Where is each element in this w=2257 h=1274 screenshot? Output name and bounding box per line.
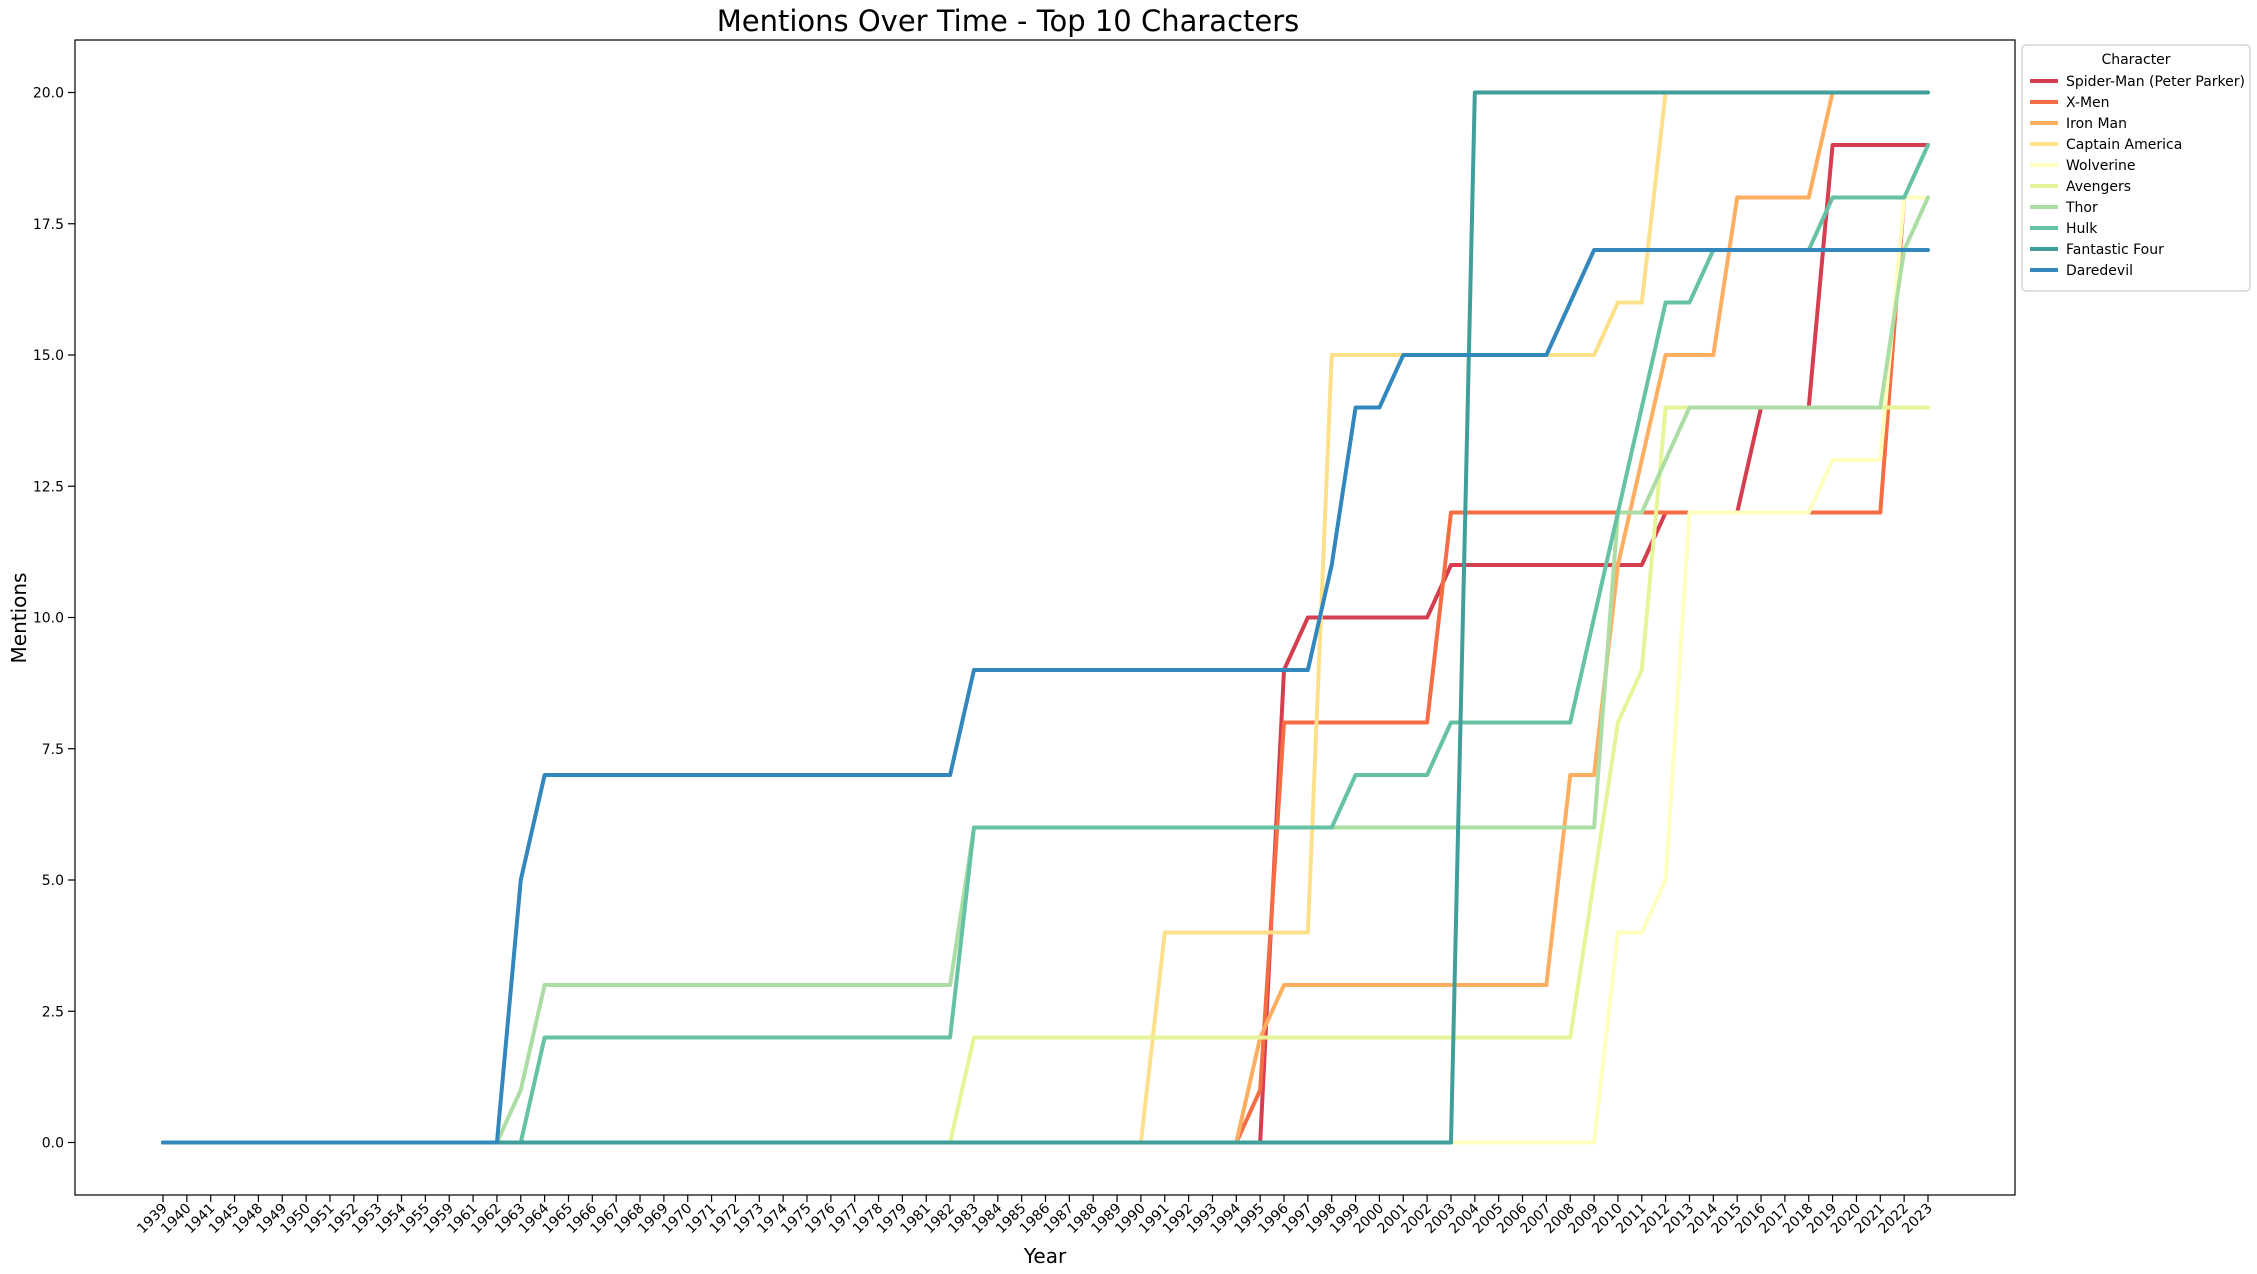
y-tick-label: 12.5 <box>33 479 64 495</box>
legend: Character Spider-Man (Peter Parker) X-Men I… <box>2021 44 2251 292</box>
legend-label: Captain America <box>2066 137 2182 153</box>
y-tick-label: 0.0 <box>42 1136 64 1152</box>
legend-label: Thor <box>2065 200 2098 216</box>
legend-label: Spider-Man (Peter Parker) <box>2066 74 2245 90</box>
series-lines <box>161 90 1930 1145</box>
plot-area-frame <box>74 39 2016 1196</box>
series-line-7 <box>161 143 1930 1145</box>
y-tick-label: 20.0 <box>33 86 64 102</box>
y-tick-label: 10.0 <box>33 611 64 627</box>
legend-label: Wolverine <box>2066 158 2136 174</box>
y-tick-label: 7.5 <box>42 742 64 758</box>
y-tick-label: 15.0 <box>33 348 64 364</box>
legend-label: X-Men <box>2066 95 2110 111</box>
y-tick-label: 5.0 <box>42 873 64 889</box>
y-tick-label: 17.5 <box>33 217 64 233</box>
legend-title: Character <box>2101 52 2170 68</box>
legend-label: Daredevil <box>2066 263 2133 279</box>
y-axis-label: Mentions <box>7 573 31 664</box>
chart-title: Mentions Over Time - Top 10 Characters <box>717 4 1300 38</box>
series-line-9 <box>161 248 1930 1145</box>
x-axis-label: Year <box>1023 1244 1067 1268</box>
legend-box <box>2021 44 2251 292</box>
legend-label: Avengers <box>2066 179 2131 195</box>
x-axis: 1939194019411945194819491950195119521953… <box>134 1195 1936 1237</box>
legend-label: Hulk <box>2066 221 2098 237</box>
y-tick-label: 2.5 <box>42 1004 64 1020</box>
series-line-0 <box>161 143 1930 1145</box>
y-axis: 0.0 2.5 5.0 7.5 10.0 12.5 15.0 17.5 20.0 <box>33 86 75 1152</box>
legend-label: Fantastic Four <box>2066 242 2164 258</box>
legend-label: Iron Man <box>2066 116 2127 132</box>
